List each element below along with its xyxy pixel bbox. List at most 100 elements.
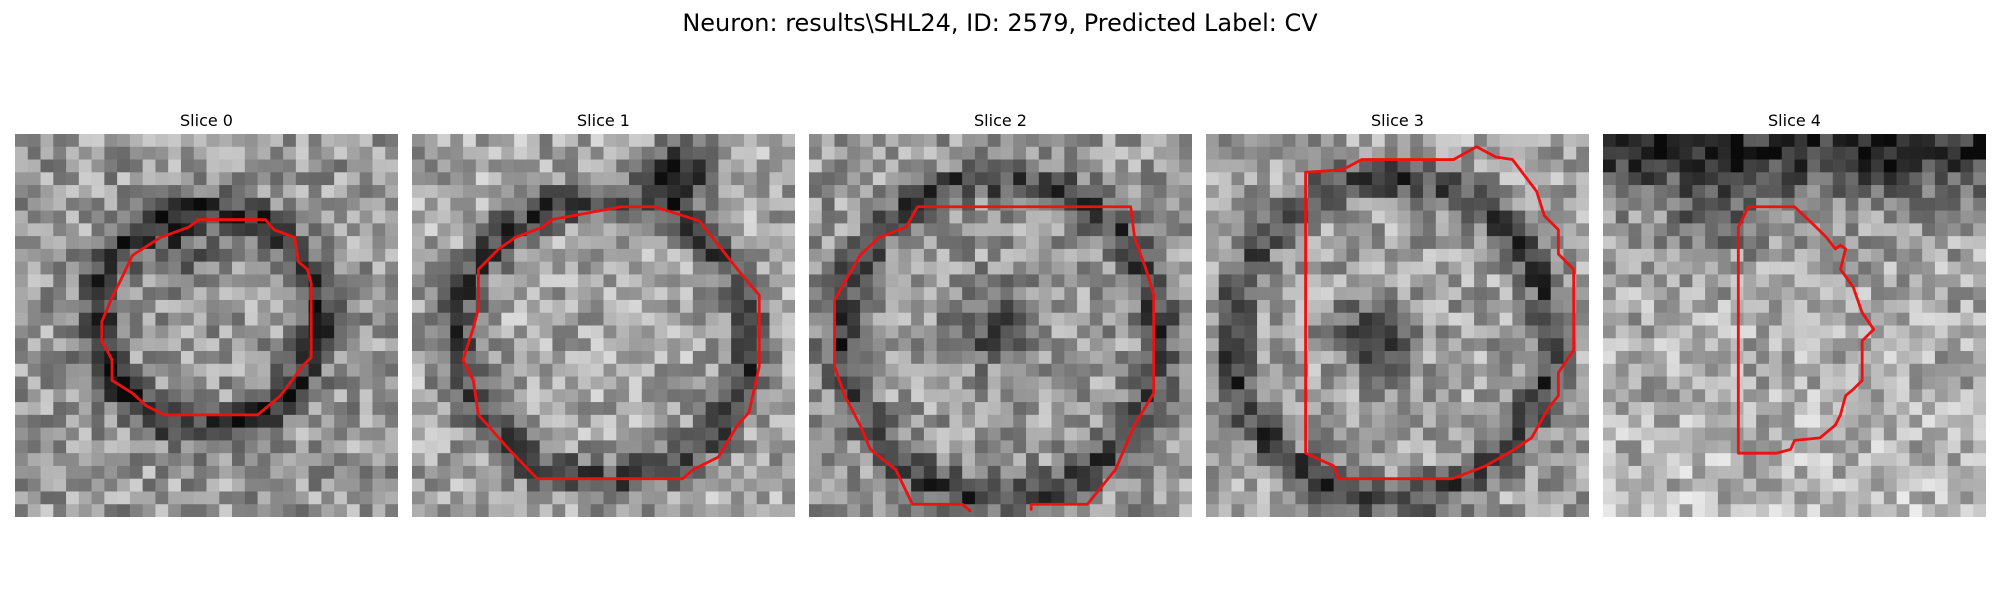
pixel (769, 146, 783, 160)
pixel (78, 197, 92, 211)
pixel (180, 465, 194, 479)
pixel (1717, 325, 1731, 339)
pixel (1051, 338, 1065, 352)
pixel (603, 363, 617, 377)
pixel (769, 248, 783, 262)
pixel (1858, 146, 1872, 160)
pixel (936, 146, 950, 160)
pixel (359, 363, 373, 377)
pixel (244, 363, 258, 377)
pixel (1320, 465, 1334, 479)
pixel (1641, 363, 1655, 377)
pixel (577, 376, 591, 390)
pixel (1000, 414, 1014, 428)
pixel (244, 465, 258, 479)
pixel (1448, 402, 1462, 416)
pixel (1858, 363, 1872, 377)
pixel (244, 338, 258, 352)
pixel (1308, 185, 1322, 199)
pixel (501, 427, 515, 441)
pixel (488, 389, 502, 403)
pixel (1359, 465, 1373, 479)
pixel (1666, 299, 1680, 313)
pixel (1026, 325, 1040, 339)
pixel (1448, 389, 1462, 403)
pixel (1435, 197, 1449, 211)
pixel (412, 287, 426, 301)
pixel (1743, 197, 1757, 211)
pixel (53, 402, 67, 416)
pixel (692, 414, 706, 428)
pixel (1692, 299, 1706, 313)
pixel (206, 440, 220, 454)
pixel (1896, 453, 1910, 467)
pixel (1845, 274, 1859, 288)
pixel (731, 146, 745, 160)
pixel (40, 312, 54, 326)
pixel (475, 197, 489, 211)
pixel (629, 389, 643, 403)
pixel (821, 414, 835, 428)
pixel (705, 491, 719, 505)
pixel (1244, 312, 1258, 326)
pixel (270, 312, 284, 326)
pixel (974, 465, 988, 479)
pixel (129, 312, 143, 326)
pixel (821, 274, 835, 288)
pixel (1743, 440, 1757, 454)
pixel (1089, 389, 1103, 403)
pixel (911, 376, 925, 390)
pixel (1384, 465, 1398, 479)
pixel (117, 312, 131, 326)
pixel (1153, 159, 1167, 173)
pixel (1756, 453, 1770, 467)
pixel (1102, 172, 1116, 186)
pixel (193, 414, 207, 428)
pixel (155, 427, 169, 441)
pixel (1820, 504, 1834, 517)
pixel (603, 402, 617, 416)
pixel (667, 491, 681, 505)
pixel (1934, 351, 1948, 365)
pixel (1295, 504, 1309, 517)
pixel (616, 465, 630, 479)
pixel (1499, 287, 1513, 301)
pixel (898, 261, 912, 275)
pixel (270, 299, 284, 313)
pixel (1320, 236, 1334, 250)
pixel (129, 287, 143, 301)
pixel (1038, 453, 1052, 467)
pixel (974, 248, 988, 262)
pixel (1576, 248, 1589, 262)
pixel (692, 312, 706, 326)
pixel (283, 236, 297, 250)
pixel (629, 274, 643, 288)
pixel (1922, 210, 1936, 224)
pixel (372, 287, 386, 301)
pixel (1603, 465, 1617, 479)
pixel (437, 134, 451, 148)
pixel (1244, 159, 1258, 173)
pixel (308, 465, 322, 479)
pixel (834, 223, 848, 237)
pixel (987, 402, 1001, 416)
pixel (809, 478, 823, 492)
pixel (1934, 491, 1948, 505)
pixel (475, 453, 489, 467)
pixel (552, 274, 566, 288)
pixel (1308, 134, 1322, 148)
pixel (1896, 351, 1910, 365)
pixel (1448, 261, 1462, 275)
pixel (1820, 363, 1834, 377)
pixel (117, 453, 131, 467)
pixel (1371, 465, 1385, 479)
pixel (514, 312, 528, 326)
pixel (962, 312, 976, 326)
pixel (334, 504, 348, 517)
pixel (104, 478, 118, 492)
pixel (1051, 172, 1065, 186)
pixel (1486, 223, 1500, 237)
pixel (359, 440, 373, 454)
pixel (1486, 504, 1500, 517)
pixel (885, 478, 899, 492)
